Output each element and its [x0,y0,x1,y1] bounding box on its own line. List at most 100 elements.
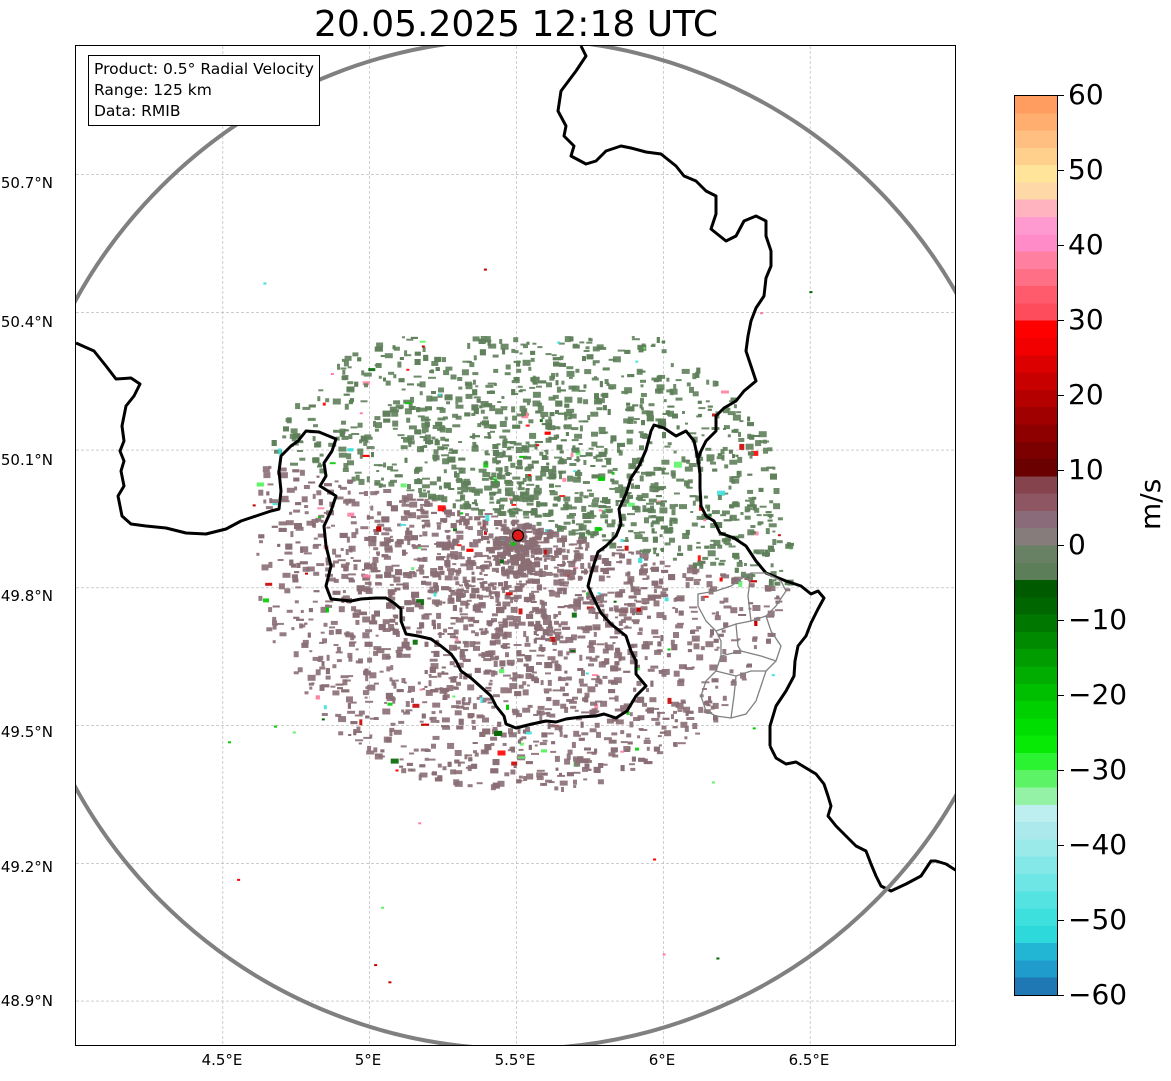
echo-pixel [314,442,321,448]
echo-pixel [763,605,770,608]
echo-pixel [562,590,567,595]
echo-pixel [442,725,451,730]
echo-pixel [354,471,362,474]
echo-pixel [787,542,794,546]
echo-pixel [371,562,376,568]
echo-pixel [512,415,518,421]
echo-pixel [296,618,304,621]
echo-pixel [600,514,609,519]
echo-pixel [396,689,404,693]
echo-pixel [460,649,469,652]
echo-pixel [347,479,354,484]
echo-pixel [540,411,549,417]
echo-pixel [615,500,619,506]
echo-pixel [383,489,392,493]
echo-pixel [732,414,741,421]
echo-pixel [441,688,450,693]
echo-pixel [525,761,533,765]
echo-pixel [421,580,427,585]
echo-pixel [696,546,701,549]
echo-pixel [702,556,709,560]
echo-pixel [503,551,508,556]
echo-pixel [724,543,732,546]
echo-pixel [631,336,635,339]
echo-pixel [412,639,418,645]
echo-pixel [671,701,680,707]
echo-pixel [495,460,501,464]
radar-site-marker[interactable] [511,529,525,542]
echo-pixel [533,638,537,644]
echo-pixel [518,495,524,502]
echo-pixel [578,547,583,550]
echo-pixel [618,620,623,626]
echo-pixel [508,732,517,738]
echo-pixel [529,432,537,439]
echo-pixel [508,530,516,534]
echo-pixel [519,405,526,412]
echo-pixel [537,405,544,412]
echo-pixel [714,648,719,651]
echo-pixel [584,696,589,703]
echo-pixel [409,406,416,410]
echo-pixel [658,744,662,747]
echo-pixel [429,658,438,662]
echo-pixel [531,538,537,541]
echo-pixel [559,572,568,577]
echo-pixel [450,512,455,517]
echo-pixel [286,487,295,493]
echo-pixel [497,474,506,480]
echo-pixel [583,420,589,423]
echo-pixel [387,702,393,706]
echo-pixel [525,488,530,495]
echo-pixel [548,624,553,629]
echo-pixel [685,712,689,716]
radar-map[interactable] [75,45,956,1046]
echo-pixel [422,347,426,352]
echo-pixel [518,674,524,679]
echo-pixel [348,434,353,440]
echo-pixel [580,759,589,764]
echo-pixel [686,567,693,574]
echo-pixel [602,675,608,679]
echo-pixel [749,564,758,567]
echo-pixel [716,456,724,460]
echo-pixel [382,628,391,632]
echo-pixel [400,745,407,748]
echo-pixel [590,465,596,467]
echo-pixel [531,752,539,755]
echo-pixel [578,734,581,737]
echo-pixel [426,395,433,402]
echo-pixel [420,515,429,519]
echo-pixel [295,541,301,544]
echo-pixel [626,402,631,406]
echo-pixel [395,679,399,682]
echo-pixel [581,711,590,714]
echo-pixel [404,402,411,405]
echo-pixel [567,417,572,420]
echo-pixel [647,668,655,672]
echo-pixel [463,642,469,648]
echo-pixel [728,545,736,548]
echo-pixel [434,356,442,362]
echo-pixel [471,445,479,452]
echo-pixel [530,573,538,576]
echo-pixel [610,747,618,753]
echo-pixel [362,454,370,457]
echo-pixel [553,496,561,501]
echo-pixel [256,482,264,487]
echo-pixel [554,755,560,762]
echo-pixel [614,695,619,702]
echo-pixel [539,742,547,746]
echo-pixel [343,499,352,504]
echo-pixel [464,754,468,760]
echo-pixel [454,472,460,478]
echo-pixel [591,431,598,437]
echo-pixel [502,572,509,577]
echo-pixel [729,459,738,465]
echo-pixel [285,543,293,550]
echo-pixel [343,429,349,432]
echo-pixel [297,667,303,673]
echo-pixel [419,503,427,506]
echo-pixel [548,589,554,592]
echo-pixel [480,409,485,414]
